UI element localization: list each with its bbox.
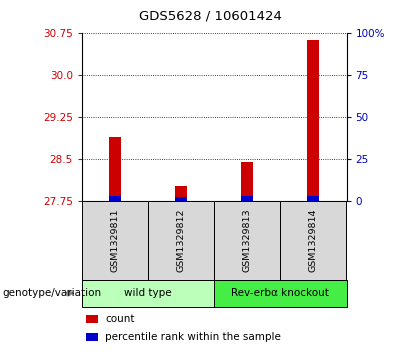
- Bar: [241, 162, 253, 201]
- Text: GDS5628 / 10601424: GDS5628 / 10601424: [139, 10, 281, 23]
- Text: GSM1329812: GSM1329812: [177, 209, 186, 272]
- Text: GSM1329813: GSM1329813: [243, 209, 252, 272]
- Text: wild type: wild type: [124, 288, 172, 298]
- Bar: [307, 196, 319, 201]
- Text: genotype/variation: genotype/variation: [2, 288, 101, 298]
- Text: GSM1329811: GSM1329811: [110, 209, 119, 272]
- Bar: [175, 197, 187, 201]
- Text: Rev-erbα knockout: Rev-erbα knockout: [231, 288, 329, 298]
- Text: GSM1329814: GSM1329814: [309, 209, 318, 272]
- Bar: [109, 137, 121, 201]
- Text: count: count: [105, 314, 134, 324]
- Bar: [307, 40, 319, 201]
- Bar: [175, 186, 187, 201]
- Bar: [109, 196, 121, 201]
- Text: percentile rank within the sample: percentile rank within the sample: [105, 332, 281, 342]
- Bar: [241, 196, 253, 201]
